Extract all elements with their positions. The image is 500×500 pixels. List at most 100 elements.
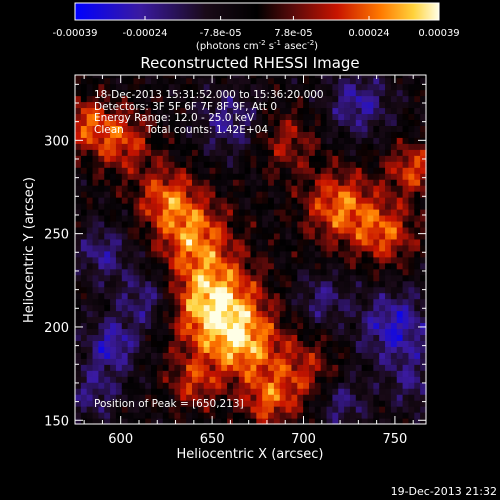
heatmap-cell: [86, 119, 94, 126]
heatmap-cell: [320, 364, 328, 371]
heatmap-cell: [209, 286, 216, 294]
heatmap-cell: [133, 107, 140, 115]
heatmap-cell: [203, 418, 211, 425]
heatmap-cell: [238, 77, 246, 85]
heatmap-cell: [332, 107, 339, 115]
heatmap-cell: [98, 250, 105, 258]
heatmap-cell: [268, 220, 275, 228]
heatmap-cell: [203, 394, 211, 401]
heatmap-cell: [402, 412, 410, 419]
heatmap-cell: [145, 137, 152, 144]
heatmap-cell: [174, 143, 181, 150]
heatmap-cell: [238, 75, 246, 79]
heatmap-cell: [75, 113, 82, 121]
heatmap-cell: [98, 83, 105, 91]
heatmap-cell: [291, 220, 298, 228]
heatmap-cell: [232, 268, 240, 276]
heatmap-cell: [408, 209, 415, 216]
heatmap-cell: [139, 412, 146, 419]
heatmap-cell: [256, 155, 263, 162]
heatmap-cell: [268, 370, 275, 377]
heatmap-cell: [402, 220, 410, 228]
heatmap-cell: [186, 226, 193, 234]
heatmap-cell: [420, 406, 427, 413]
heatmap-cell: [156, 292, 164, 300]
heatmap-cell: [156, 197, 164, 204]
heatmap-cell: [192, 364, 199, 371]
heatmap-cell: [361, 310, 369, 318]
heatmap-cell: [203, 370, 211, 377]
heatmap-cell: [279, 298, 287, 306]
heatmap-cell: [349, 256, 357, 264]
heatmap-cell: [314, 179, 322, 186]
heatmap-cell: [396, 220, 404, 228]
heatmap-cell: [338, 155, 345, 162]
heatmap-cell: [221, 95, 228, 103]
heatmap-cell: [156, 388, 164, 395]
heatmap-cell: [110, 220, 117, 228]
heatmap-cell: [186, 316, 193, 324]
heatmap-cell: [414, 328, 421, 336]
heatmap-cell: [145, 214, 152, 222]
heatmap-cell: [344, 244, 351, 252]
heatmap-cell: [203, 131, 211, 138]
heatmap-cell: [209, 238, 216, 246]
heatmap-cell: [156, 340, 164, 347]
heatmap-cell: [115, 268, 123, 276]
heatmap-cell: [104, 113, 111, 121]
heatmap-cell: [309, 209, 316, 216]
heatmap-cell: [221, 304, 228, 312]
heatmap-cell: [221, 143, 228, 150]
heatmap-cell: [420, 191, 427, 198]
heatmap-cell: [151, 119, 158, 126]
heatmap-cell: [121, 262, 129, 270]
heatmap-cell: [414, 346, 421, 353]
heatmap-cell: [361, 203, 369, 210]
heatmap-cell: [145, 95, 152, 103]
heatmap-cell: [250, 334, 257, 341]
heatmap-cell: [221, 232, 228, 240]
heatmap-cell: [209, 406, 216, 413]
heatmap-cell: [115, 292, 123, 300]
heatmap-cell: [221, 173, 228, 180]
heatmap-cell: [238, 238, 246, 246]
heatmap-cell: [373, 292, 380, 300]
heatmap-cell: [402, 149, 410, 156]
heatmap-cell: [238, 370, 246, 377]
heatmap-cell: [215, 310, 222, 318]
heatmap-cell: [279, 412, 287, 419]
heatmap-cell: [273, 352, 281, 359]
heatmap-cell: [92, 137, 99, 144]
heatmap-cell: [279, 376, 287, 383]
heatmap-cell: [326, 244, 333, 252]
heatmap-cell: [273, 95, 281, 103]
heatmap-cell: [373, 328, 380, 336]
heatmap-cell: [92, 346, 99, 353]
heatmap-cell: [285, 418, 293, 425]
heatmap-cell: [408, 250, 415, 258]
heatmap-cell: [227, 137, 234, 144]
heatmap-cell: [121, 316, 129, 324]
heatmap-cell: [332, 370, 339, 377]
heatmap-cell: [314, 173, 322, 180]
heatmap-cell: [156, 346, 164, 353]
heatmap-cell: [396, 244, 404, 252]
heatmap-cell: [221, 352, 228, 359]
heatmap-cell: [408, 107, 415, 115]
heatmap-cell: [338, 310, 345, 318]
heatmap-cell: [115, 95, 123, 103]
heatmap-cell: [139, 238, 146, 246]
heatmap-cell: [297, 298, 304, 306]
heatmap-cell: [326, 256, 333, 264]
heatmap-cell: [390, 412, 398, 419]
heatmap-cell: [303, 412, 310, 419]
heatmap-cell: [408, 394, 415, 401]
heatmap-cell: [256, 406, 263, 413]
heatmap-cell: [145, 400, 152, 407]
heatmap-cell: [367, 268, 374, 276]
heatmap-cell: [209, 316, 216, 324]
heatmap-cell: [385, 191, 392, 198]
heatmap-cell: [110, 143, 117, 150]
heatmap-cell: [98, 328, 105, 336]
heatmap-cell: [402, 226, 410, 234]
